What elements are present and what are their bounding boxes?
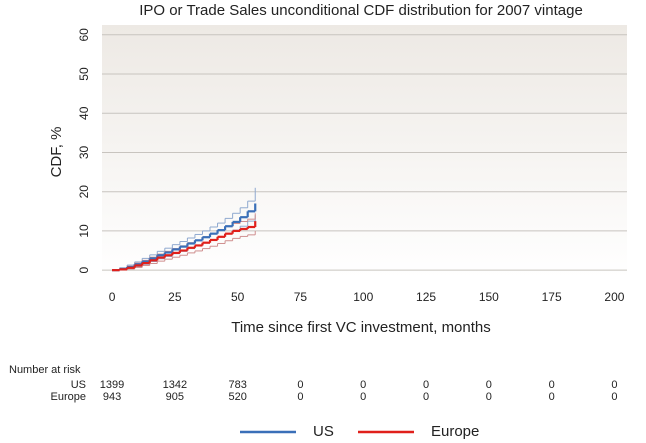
- risk-value: 0: [549, 379, 555, 391]
- x-tick-label: 25: [168, 290, 182, 304]
- y-tick-label: 10: [77, 224, 91, 238]
- x-tick-label: 0: [109, 290, 116, 304]
- legend-label: US: [313, 423, 334, 440]
- x-tick-label: 200: [604, 290, 624, 304]
- risk-value: 0: [486, 391, 492, 403]
- risk-value: 520: [228, 391, 246, 403]
- y-tick-label: 50: [77, 67, 91, 81]
- risk-value: 0: [486, 379, 492, 391]
- risk-value: 0: [297, 391, 303, 403]
- risk-value: 1342: [163, 379, 187, 391]
- risk-value: 0: [297, 379, 303, 391]
- chart-title: IPO or Trade Sales unconditional CDF dis…: [139, 2, 583, 19]
- x-tick-label: 100: [353, 290, 373, 304]
- x-axis-label: Time since first VC investment, months: [231, 319, 491, 336]
- x-tick-label: 125: [416, 290, 436, 304]
- risk-value: 0: [549, 391, 555, 403]
- x-tick-label: 175: [542, 290, 562, 304]
- x-tick-label: 75: [294, 290, 308, 304]
- risk-value: 0: [611, 379, 617, 391]
- risk-value: 1399: [100, 379, 124, 391]
- risk-table-title: Number at risk: [9, 364, 81, 376]
- risk-value: 0: [360, 379, 366, 391]
- y-tick-label: 0: [77, 266, 91, 273]
- risk-value: 0: [423, 379, 429, 391]
- risk-value: 905: [166, 391, 184, 403]
- risk-value: 0: [611, 391, 617, 403]
- y-tick-label: 40: [77, 106, 91, 120]
- plot-area: [102, 25, 627, 278]
- x-tick-label: 150: [479, 290, 499, 304]
- legend-label: Europe: [431, 423, 479, 440]
- risk-value: 783: [228, 379, 246, 391]
- risk-value: 0: [360, 391, 366, 403]
- y-tick-label: 30: [77, 145, 91, 159]
- y-axis-label: CDF, %: [48, 127, 65, 178]
- y-tick-label: 20: [77, 185, 91, 199]
- risk-row-label: US: [71, 379, 86, 391]
- risk-value: 943: [103, 391, 121, 403]
- risk-row-label: Europe: [51, 391, 86, 403]
- risk-value: 0: [423, 391, 429, 403]
- y-tick-label: 60: [77, 28, 91, 42]
- x-tick-label: 50: [231, 290, 245, 304]
